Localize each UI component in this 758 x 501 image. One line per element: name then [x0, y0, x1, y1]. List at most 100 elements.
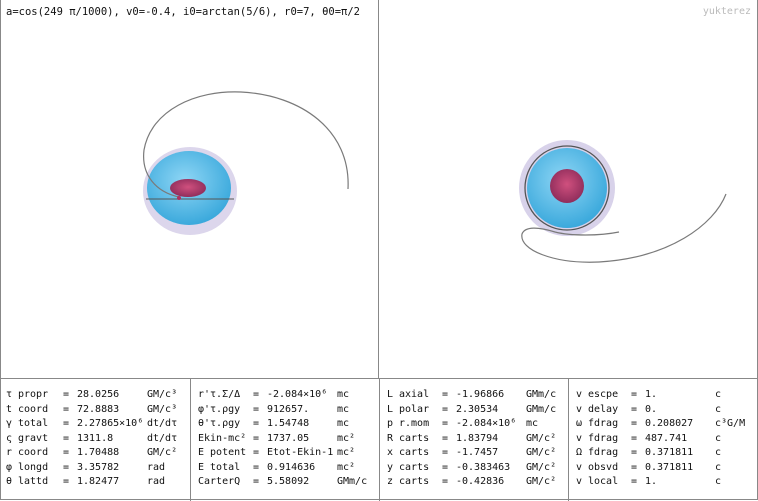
readout-unit: mc	[526, 418, 539, 429]
readout-row: φ'τ.ρgy = 912657. mc	[190, 404, 379, 418]
readout-symbol: E total	[198, 461, 241, 473]
readout-value: -0.42836	[456, 476, 505, 487]
side-view-panel[interactable]: a=cos(249 π/1000), v0=-0.4, i0=arctan(5/…	[1, 0, 379, 378]
readout-unit: mc	[337, 403, 350, 415]
readout-unit: GMm/c	[526, 389, 557, 400]
readout-unit: c	[715, 447, 722, 458]
readout-value: -1.96866	[456, 389, 505, 400]
readout-equals: =	[631, 461, 638, 473]
side-view-plot	[143, 91, 349, 235]
top-view-panel[interactable]: yukterez	[379, 0, 757, 378]
readout-equals: =	[631, 389, 638, 400]
readout-symbol: θ	[6, 476, 13, 487]
readout-value: 0.208027	[645, 418, 694, 429]
readout-row: φ longd = 3.35782 rad	[0, 462, 190, 476]
readout-value: 5.58092	[267, 476, 310, 487]
readout-unit: mc	[337, 418, 350, 429]
readout-value: 3.35782	[77, 461, 120, 473]
readout-row: y carts = -0.383463 GM/c²	[379, 462, 568, 476]
readout-symbol: p	[387, 418, 394, 429]
readout-unit: c	[715, 389, 722, 400]
readout-equals: =	[442, 389, 449, 400]
readout-symbol: ς	[6, 432, 13, 444]
readout-unit: mc	[337, 389, 350, 400]
readout-row: z carts = -0.42836 GM/c²	[379, 476, 568, 490]
orbit-trajectory	[521, 193, 727, 263]
readout-name: escpe	[588, 389, 619, 400]
readout-value: 2.27865×10⁶	[77, 418, 144, 429]
readout-unit: mc²	[337, 461, 356, 473]
readout-symbol: φ'τ.ρgy	[198, 403, 241, 415]
readout-unit: GM/c²	[526, 461, 557, 473]
readout-equals: =	[442, 403, 449, 415]
readout-unit: mc²	[337, 432, 356, 444]
readout-name: longd	[18, 461, 49, 473]
readout-row: ω fdrag = 0.208027 c³G/M	[568, 418, 758, 432]
readout-symbol: v	[576, 461, 583, 473]
readout-row: Ekin-mc² = 1737.05 mc²	[190, 433, 379, 447]
readout-row: x carts = -1.7457 GM/c²	[379, 447, 568, 461]
readout-unit: c	[715, 403, 722, 415]
readout-unit: rad	[147, 476, 166, 487]
readout-unit: GM/c²	[526, 476, 557, 487]
readout-equals: =	[442, 418, 449, 429]
readout-equals: =	[442, 432, 449, 444]
readout-value: -0.383463	[456, 461, 511, 473]
readout-value: 912657.	[267, 403, 310, 415]
readout-name: gravt	[18, 432, 49, 444]
readout-value: 1737.05	[267, 432, 310, 444]
readout-row: p r.mom = -2.084×10⁶ mc	[379, 418, 568, 432]
readout-symbol: φ	[6, 461, 13, 473]
readout-unit: GMm/c	[337, 476, 368, 487]
top-view-plot	[519, 140, 727, 263]
readout-symbol: θ'τ.ρgy	[198, 418, 241, 429]
readout-name: fdrag	[588, 447, 619, 458]
readout-row: θ'τ.ρgy = 1.54748 mc	[190, 418, 379, 432]
readout-symbol: ω	[576, 418, 583, 429]
readout-equals: =	[63, 389, 70, 400]
readout-name: carts	[399, 432, 430, 444]
readout-equals: =	[63, 432, 70, 444]
readout-column-energy: r'τ.Σ/Δ = -2.084×10⁶ mc φ'τ.ρgy = 912657. mc θ'τ…	[190, 379, 380, 501]
readout-value: 1.70488	[77, 447, 120, 458]
watermark: yukterez	[702, 6, 751, 17]
readout-equals: =	[631, 403, 638, 415]
readout-row: r coord = 1.70488 GM/c²	[0, 447, 190, 461]
readout-unit: dt/dτ	[147, 418, 178, 429]
readout-unit: GM/c²	[147, 447, 178, 458]
readout-column-time: τ propr = 28.0256 GM/c³ t coord = 72.8883 GM/c³ γ t…	[0, 379, 191, 501]
readout-symbol: L	[387, 403, 394, 415]
readout-value: 1.82477	[77, 476, 120, 487]
readout-unit: dt/dτ	[147, 432, 178, 444]
readout-row: ς gravt = 1311.8 dt/dτ	[0, 433, 190, 447]
readout-equals: =	[253, 389, 260, 400]
readout-value: 487.741	[645, 432, 688, 444]
readout-symbol: R	[387, 432, 394, 444]
readout-name: propr	[18, 389, 49, 400]
readout-value: 0.	[645, 403, 658, 415]
readout-equals: =	[253, 418, 260, 429]
readout-row: θ lattd = 1.82477 rad	[0, 476, 190, 490]
readout-equals: =	[253, 461, 260, 473]
readout-equals: =	[442, 447, 449, 458]
readout-row: v local = 1. c	[568, 476, 758, 490]
readout-symbol: r	[6, 447, 13, 458]
inner-horizon	[550, 169, 584, 203]
readout-row: γ total = 2.27865×10⁶ dt/dτ	[0, 418, 190, 432]
readout-name: polar	[399, 403, 430, 415]
readout-symbol: r'τ.Σ/Δ	[198, 389, 241, 400]
readout-equals: =	[253, 403, 260, 415]
readout-equals: =	[631, 418, 638, 429]
readout-unit: mc²	[337, 447, 356, 458]
readout-symbol: L	[387, 389, 394, 400]
readout-equals: =	[63, 403, 70, 415]
readout-unit: GMm/c	[526, 403, 557, 415]
readout-name: local	[588, 476, 619, 487]
inner-horizon	[170, 179, 206, 197]
readout-name: total	[18, 418, 49, 429]
readout-unit: c	[715, 432, 722, 444]
readout-row: τ propr = 28.0256 GM/c³	[0, 389, 190, 403]
